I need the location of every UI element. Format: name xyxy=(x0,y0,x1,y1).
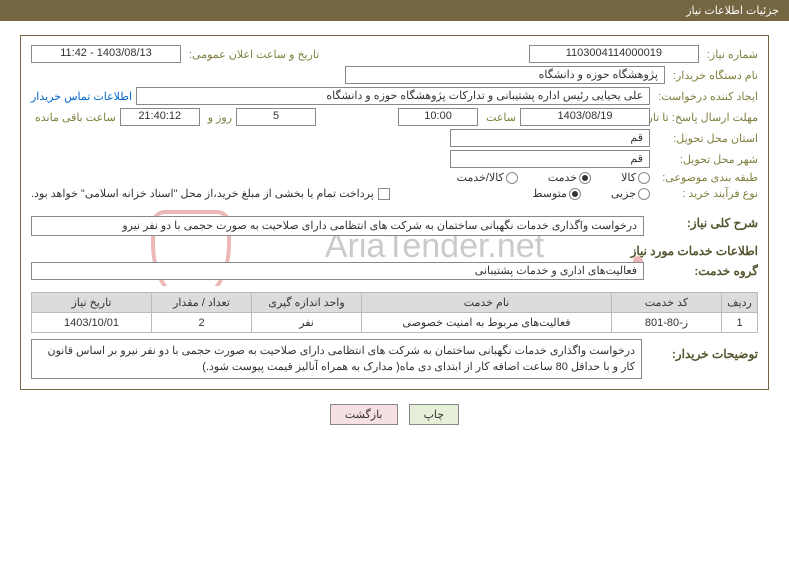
label-need-no: شماره نیاز: xyxy=(707,48,758,61)
label-deadline: مهلت ارسال پاسخ: تا تاریخ: xyxy=(658,111,758,124)
label-subject-class: طبقه بندی موضوعی: xyxy=(658,171,758,184)
table-header: کد خدمت xyxy=(612,293,722,313)
process-type-radio-group: جزیی متوسط xyxy=(532,187,650,200)
table-header: تعداد / مقدار xyxy=(152,293,252,313)
table-cell: ز-80-801 xyxy=(612,313,722,333)
label-need-summary: شرح کلی نیاز: xyxy=(648,216,758,230)
table-header: تاریخ نیاز xyxy=(32,293,152,313)
subject-class-option[interactable]: کالا/خدمت xyxy=(457,171,518,184)
field-requester: علی یحیایی رئیس اداره پشتیبانی و تدارکات… xyxy=(136,87,650,105)
label-province: استان محل تحویل: xyxy=(658,132,758,145)
label-service-group: گروه خدمت: xyxy=(648,264,758,278)
field-deadline-time: 10:00 xyxy=(398,108,478,126)
back-button[interactable]: بازگشت xyxy=(330,404,398,425)
table-row: 1ز-80-801فعالیت‌های مربوط به امنیت خصوصی… xyxy=(32,313,758,333)
table-cell: 2 xyxy=(152,313,252,333)
subject-class-option[interactable]: کالا xyxy=(621,171,650,184)
table-header: ردیف xyxy=(722,293,758,313)
label-days-and: روز و xyxy=(208,111,232,124)
table-cell: 1 xyxy=(722,313,758,333)
label-buyer-desc: توضیحات خریدار: xyxy=(648,347,758,361)
field-city: قم xyxy=(450,150,650,168)
page-title: جزئیات اطلاعات نیاز xyxy=(0,0,789,21)
field-time-left: 21:40:12 xyxy=(120,108,200,126)
field-buyer-desc: درخواست واگذاری خدمات نگهبانی ساختمان به… xyxy=(31,339,642,379)
process-type-option[interactable]: جزیی xyxy=(611,187,650,200)
payment-checkbox[interactable] xyxy=(378,188,390,200)
label-time-word: ساعت xyxy=(486,111,516,124)
table-cell: نفر xyxy=(252,313,362,333)
field-service-group: فعالیت‌های اداری و خدمات پشتیبانی xyxy=(31,262,644,280)
field-need-no: 1103004114000019 xyxy=(529,45,699,63)
process-type-option[interactable]: متوسط xyxy=(532,187,581,200)
services-table: ردیفکد خدمتنام خدمتواحد اندازه گیریتعداد… xyxy=(31,292,758,333)
field-deadline-date: 1403/08/19 xyxy=(520,108,650,126)
section-services-info: اطلاعات خدمات مورد نیاز xyxy=(31,244,758,258)
label-announce-dt: تاریخ و ساعت اعلان عمومی: xyxy=(189,48,319,61)
main-panel: شماره نیاز: 1103004114000019 تاریخ و ساع… xyxy=(20,35,769,390)
table-header: واحد اندازه گیری xyxy=(252,293,362,313)
label-requester: ایجاد کننده درخواست: xyxy=(658,90,758,103)
label-city: شهر محل تحویل: xyxy=(658,153,758,166)
label-process-type: نوع فرآیند خرید : xyxy=(658,187,758,200)
label-payment-note: پرداخت تمام یا بخشی از مبلغ خرید،از محل … xyxy=(31,187,374,200)
print-button[interactable]: چاپ xyxy=(409,404,460,425)
table-header: نام خدمت xyxy=(362,293,612,313)
field-days-left: 5 xyxy=(236,108,316,126)
table-cell: 1403/10/01 xyxy=(32,313,152,333)
field-buyer-org: پژوهشگاه حوزه و دانشگاه xyxy=(345,66,665,84)
label-time-left: ساعت باقی مانده xyxy=(35,111,116,124)
buyer-contact-link[interactable]: اطلاعات تماس خریدار xyxy=(31,90,132,103)
field-province: قم xyxy=(450,129,650,147)
subject-class-radio-group: کالا خدمت کالا/خدمت xyxy=(457,171,650,184)
label-buyer-org: نام دستگاه خریدار: xyxy=(673,69,758,82)
subject-class-option[interactable]: خدمت xyxy=(548,171,591,184)
table-cell: فعالیت‌های مربوط به امنیت خصوصی xyxy=(362,313,612,333)
field-need-summary: درخواست واگذاری خدمات نگهبانی ساختمان به… xyxy=(31,216,644,236)
field-announce-dt: 1403/08/13 - 11:42 xyxy=(31,45,181,63)
